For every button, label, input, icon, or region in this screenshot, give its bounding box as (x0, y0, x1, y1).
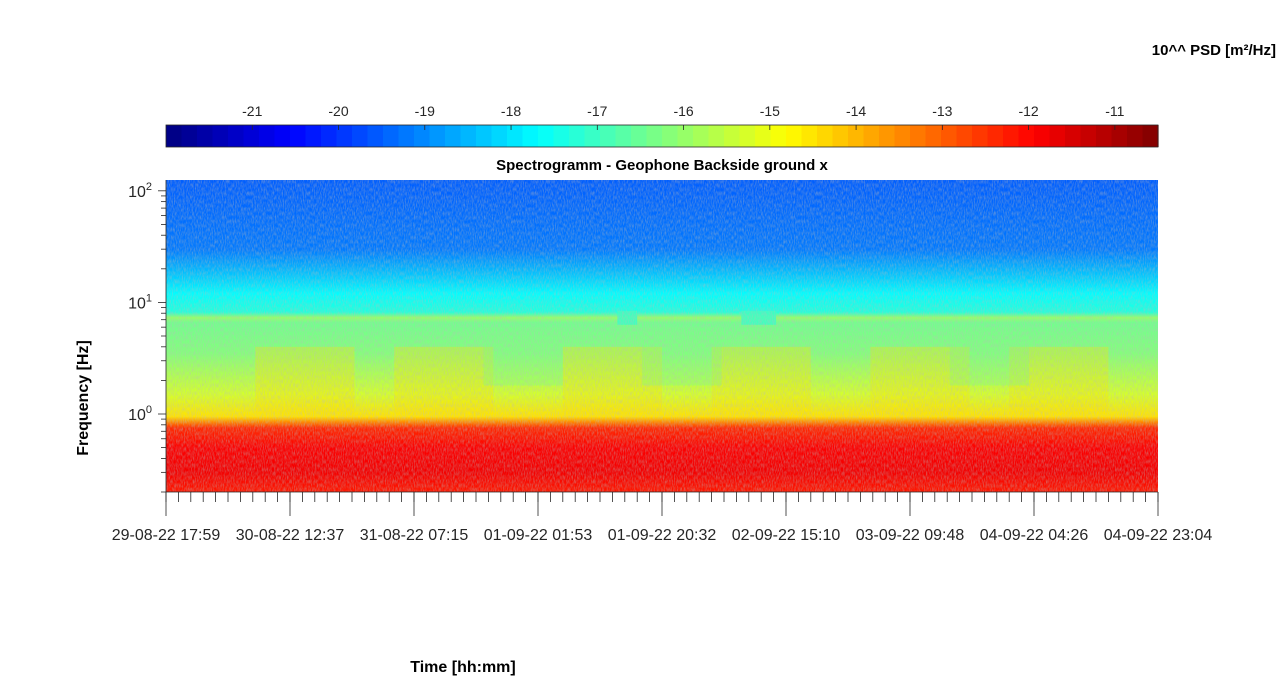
colorbar-segment (708, 125, 725, 147)
colorbar-segment (569, 125, 586, 147)
colorbar-tick-label: -15 (760, 103, 780, 119)
colorbar-segment (956, 125, 973, 147)
colorbar-segment (894, 125, 911, 147)
colorbar-segment (367, 125, 384, 147)
colorbar-segment (615, 125, 632, 147)
colorbar-segment (677, 125, 694, 147)
colorbar-segment (1003, 125, 1020, 147)
colorbar-segment (290, 125, 307, 147)
colorbar-segment (910, 125, 927, 147)
colorbar-tick-label: -12 (1018, 103, 1038, 119)
colorbar-segment (941, 125, 958, 147)
colorbar-tick-label: -19 (415, 103, 435, 119)
colorbar-segment (352, 125, 369, 147)
colorbar-segment (491, 125, 508, 147)
colorbar-segment (197, 125, 214, 147)
colorbar-segment (476, 125, 493, 147)
y-tick-label: 102 (128, 181, 152, 201)
colorbar-segment (1049, 125, 1066, 147)
x-tick-label: 01-09-22 01:53 (484, 527, 593, 544)
spectrogram-plot (166, 180, 1158, 492)
colorbar-tick-label: -16 (673, 103, 693, 119)
colorbar-segment (770, 125, 787, 147)
colorbar-tick-label: -20 (328, 103, 348, 119)
colorbar-segment (1065, 125, 1082, 147)
colorbar-ticks: -21 -20 -19 -18 -17 -16 -15 -14 -13 -12 -11 (242, 103, 1125, 130)
colorbar-segment (1142, 125, 1159, 147)
colorbar-segment (166, 125, 183, 147)
colorbar-segment (987, 125, 1004, 147)
colorbar-segment (228, 125, 245, 147)
colorbar-segment (1111, 125, 1128, 147)
colorbar-segment (398, 125, 415, 147)
x-tick-label: 02-09-22 15:10 (732, 527, 841, 544)
x-tick-label: 30-08-22 12:37 (236, 527, 345, 544)
x-tick-label: 04-09-22 04:26 (980, 527, 1089, 544)
colorbar-segment (832, 125, 849, 147)
colorbar-tick-label: -11 (1105, 103, 1124, 119)
colorbar-segment (801, 125, 818, 147)
colorbar-segment (1127, 125, 1144, 147)
x-tick-label: 03-09-22 09:48 (856, 527, 965, 544)
colorbar-segment (305, 125, 322, 147)
y-axis-label: Frequency [Hz] (75, 340, 92, 456)
colorbar-segment (538, 125, 555, 147)
colorbar (165, 124, 1159, 148)
colorbar-segment (243, 125, 260, 147)
colorbar-segment (1034, 125, 1051, 147)
colorbar-segment (662, 125, 679, 147)
colorbar-segment (259, 125, 276, 147)
x-axis-label: Time [hh:mm] (410, 659, 515, 676)
x-tick-label: 31-08-22 07:15 (360, 527, 469, 544)
colorbar-segment (724, 125, 741, 147)
colorbar-segment (274, 125, 291, 147)
colorbar-segment (863, 125, 880, 147)
colorbar-segment (553, 125, 570, 147)
colorbar-segment (817, 125, 834, 147)
colorbar-tick-label: -14 (846, 103, 866, 119)
x-tick-label: 29-08-22 17:59 (112, 527, 221, 544)
colorbar-segment (321, 125, 338, 147)
colorbar-tick-label: -18 (501, 103, 521, 119)
noise-texture (166, 180, 1158, 492)
chart-title: Spectrogramm - Geophone Backside ground … (496, 157, 828, 174)
x-tick-label: 04-09-22 23:04 (1104, 527, 1213, 544)
colorbar-segment (584, 125, 601, 147)
colorbar-label: 10^^ PSD [m²/Hz] (1152, 42, 1276, 59)
y-tick-label: 100 (128, 404, 152, 424)
colorbar-tick-label: -17 (587, 103, 607, 119)
y-tick-label: 101 (128, 292, 152, 312)
colorbar-tick-label: -13 (932, 103, 952, 119)
colorbar-segment (693, 125, 710, 147)
colorbar-segment (507, 125, 524, 147)
colorbar-segment (848, 125, 865, 147)
colorbar-segment (631, 125, 648, 147)
colorbar-segment (383, 125, 400, 147)
colorbar-segment (879, 125, 896, 147)
colorbar-segment (739, 125, 756, 147)
colorbar-segment (1018, 125, 1035, 147)
x-tick-label: 01-09-22 20:32 (608, 527, 717, 544)
colorbar-segment (212, 125, 229, 147)
colorbar-segment (786, 125, 803, 147)
colorbar-segment (600, 125, 617, 147)
colorbar-segment (429, 125, 446, 147)
colorbar-segment (972, 125, 989, 147)
colorbar-segment (460, 125, 477, 147)
colorbar-segment (336, 125, 353, 147)
axes: 100 101 102 29-08-22 17:59 30-08-22 12:37 31-… (112, 180, 1213, 544)
colorbar-segment (646, 125, 663, 147)
colorbar-segment (181, 125, 198, 147)
colorbar-segment (445, 125, 462, 147)
colorbar-frame (165, 124, 1159, 148)
colorbar-segment (1096, 125, 1113, 147)
colorbar-tick-label: -21 (242, 103, 262, 119)
colorbar-segment (414, 125, 431, 147)
colorbar-segment (925, 125, 942, 147)
colorbar-segment (1080, 125, 1097, 147)
colorbar-segment (522, 125, 539, 147)
colorbar-segment (755, 125, 772, 147)
